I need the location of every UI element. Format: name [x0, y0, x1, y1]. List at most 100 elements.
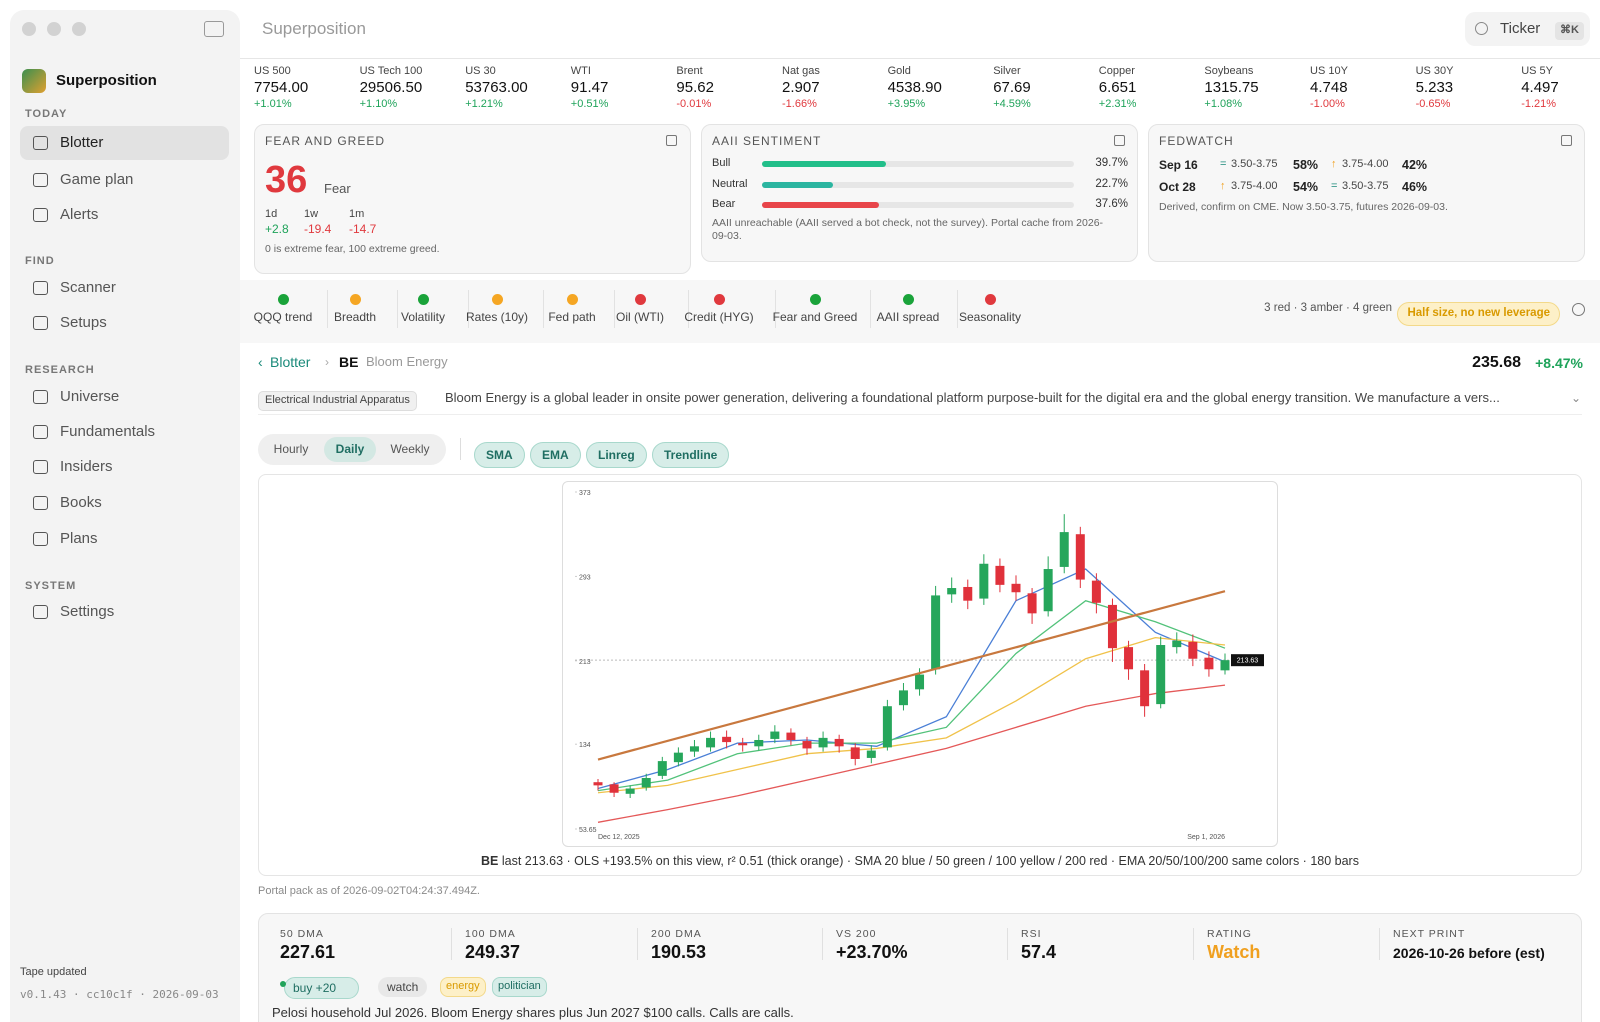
sidebar-toggle[interactable] [204, 21, 224, 37]
aaii-track [762, 161, 1074, 167]
candle-body [931, 595, 941, 670]
nav-icon [33, 460, 48, 474]
x-tick-label: Sep 1, 2026 [1187, 834, 1225, 841]
tape-name: Gold [887, 65, 911, 78]
nav-item[interactable]: Universe [60, 388, 120, 405]
interval-button[interactable]: Hourly [273, 441, 309, 456]
stat-value: 227.61 [280, 942, 336, 963]
signal-sep [687, 290, 689, 328]
window-control[interactable] [22, 22, 36, 36]
price-chart: 53.65 134 213 293 373 Dec 12, 2025 Sep 1, 2026… [562, 481, 1278, 847]
signal-summary: 3 red · 3 amber · 4 green [1264, 302, 1392, 315]
nav-item[interactable]: Settings [60, 603, 115, 620]
tape-price: 67.69 [993, 79, 1031, 96]
candle-body [1124, 647, 1134, 670]
tape-name: WTI [570, 65, 591, 78]
search-placeholder: Ticker [1500, 20, 1541, 37]
interval-button[interactable]: Weekly [390, 441, 430, 456]
interval-active [324, 437, 376, 462]
ticker-name: Bloom Energy [366, 354, 448, 370]
candle-body [802, 741, 812, 749]
fed-prob: 54% [1293, 179, 1319, 194]
y-tick-label: 293 [579, 574, 591, 581]
overlay-pill[interactable]: Trendline [652, 441, 730, 469]
overlay-pill[interactable]: EMA [530, 441, 581, 469]
candle-body [1188, 641, 1198, 659]
nav-icon [33, 496, 48, 510]
signal-label: AAII spread [876, 309, 940, 324]
tape-name: US 5Y [1521, 65, 1553, 78]
signal-dot [278, 294, 289, 305]
aaii-note: AAII unreachable (AAII served a bot chec… [712, 217, 1104, 242]
stat-label: RSI [1021, 927, 1042, 940]
candle-body [1011, 583, 1021, 593]
as-of: Portal pack as of 2026-09-02T04:24:37.49… [258, 885, 480, 898]
stat-label: NEXT PRINT [1393, 927, 1466, 940]
stat-value: +23.70% [836, 942, 908, 963]
nav-section: SYSTEM [25, 580, 77, 593]
tape-name: Silver [993, 65, 1021, 78]
nav-icon [33, 316, 48, 330]
tape-price: 4.748 [1310, 79, 1348, 96]
nav-item[interactable]: Setups [60, 314, 107, 331]
back-link[interactable]: Blotter [270, 353, 311, 370]
signal-sep [397, 290, 398, 328]
overlay-pill[interactable]: SMA [474, 441, 525, 469]
stat-sep [1007, 928, 1008, 960]
fed-sym: ↑ [1331, 158, 1337, 171]
nav-item[interactable]: Game plan [60, 171, 134, 188]
tape-change: -0.01% [676, 98, 712, 111]
candle-body [657, 761, 667, 776]
nav-item[interactable]: Scanner [60, 279, 116, 296]
nav-item[interactable]: Plans [60, 530, 98, 547]
nav-active [20, 126, 229, 160]
signal-sep [468, 290, 469, 328]
interval-button[interactable]: Daily [335, 441, 365, 456]
fg-note: 0 is extreme fear, 100 extreme greed. [265, 242, 440, 255]
tape-name: US 30 [465, 65, 496, 78]
expand-icon[interactable] [1114, 135, 1125, 146]
divider [240, 58, 1600, 59]
expand-icon[interactable] [1561, 135, 1572, 146]
nav-section: TODAY [25, 108, 68, 121]
fg-period: 1m [349, 208, 365, 221]
signal-label: Fear and Greed [772, 309, 858, 324]
nav-item[interactable]: Books [60, 494, 102, 511]
signal-sep [869, 290, 871, 328]
nav-icon [33, 390, 48, 404]
aaii-bar [762, 202, 880, 208]
y-tick-label: 134 [579, 742, 591, 749]
aaii-value: 39.7% [1095, 157, 1128, 170]
signal-dot [492, 294, 503, 305]
expand-chevron[interactable]: ⌄ [1571, 390, 1582, 405]
tape-price: 2.907 [782, 79, 820, 96]
sidebar [10, 10, 240, 1022]
nav-item[interactable]: Blotter [60, 134, 104, 151]
window-control[interactable] [47, 22, 61, 36]
candle-body [1027, 593, 1037, 614]
nav-icon [33, 136, 48, 150]
window-control[interactable] [72, 22, 86, 36]
candle-body [706, 737, 716, 748]
expand-icon[interactable] [666, 135, 677, 146]
nav-icon [33, 605, 48, 619]
control-sep [460, 438, 461, 460]
candle-body [1156, 645, 1166, 705]
nav-item[interactable]: Insiders [60, 458, 113, 475]
signal-pill[interactable]: buy +20 [284, 976, 360, 1000]
overlay-pill[interactable]: Linreg [586, 441, 647, 469]
signal-sep [614, 290, 615, 328]
signal-label: Rates (10y) [465, 309, 529, 324]
status-pill[interactable]: watch [378, 976, 428, 998]
info-icon[interactable] [1572, 303, 1585, 316]
tape-change: +2.31% [1098, 98, 1137, 111]
nav-item[interactable]: Fundamentals [60, 423, 156, 440]
aaii-track [762, 202, 1074, 208]
tape-change: +4.59% [993, 98, 1031, 111]
candle-body [1107, 604, 1117, 649]
candle-body [770, 731, 780, 739]
fed-sym: = [1331, 180, 1338, 193]
nav-item[interactable]: Alerts [60, 206, 99, 223]
nav-icon [33, 173, 48, 187]
tape-change: -0.65% [1415, 98, 1451, 111]
